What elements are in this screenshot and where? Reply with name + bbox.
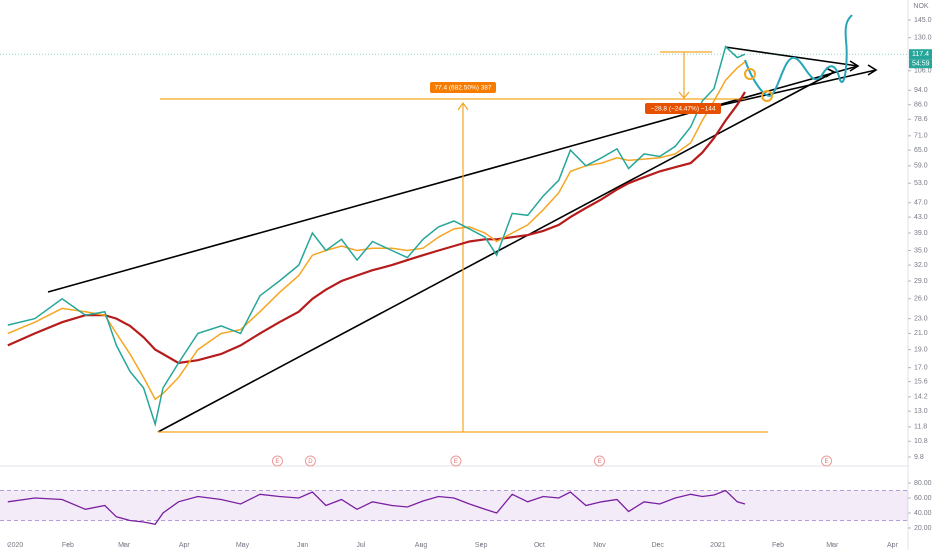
y-tick-label: 14.2 [914,394,928,401]
x-tick-label: Feb [772,542,784,549]
x-tick-label: Oct [534,542,545,549]
rsi-band [0,490,908,521]
countdown-box [909,59,932,69]
y-tick-label: 53.0 [914,180,928,187]
event-label: E [275,459,279,465]
rsi-tick-label: 60.00 [914,495,932,502]
y-tick-label: 19.0 [914,346,928,353]
arrowhead [678,91,690,99]
price-line [7,45,746,428]
x-tick-label: 2020 [8,542,24,549]
trendline [699,69,877,111]
arrowheads [825,60,878,78]
last-price-box [909,49,932,60]
x-tick-label: Dec [651,542,664,549]
rsi-tick-label: 80.00 [914,480,932,487]
y-tick-label: 17.0 [914,365,928,372]
y-tick-label: 39.0 [914,230,928,237]
event-label: E [598,459,602,465]
event-marker [594,455,606,467]
y-tick-label: 9.8 [914,454,924,461]
x-tick-label: Sep [475,542,488,549]
measure-label: −28.8 (−24.47%) −144 [651,106,716,113]
moving-average [7,91,746,365]
y-tick-label: 21.0 [914,330,928,337]
x-tick-label: Jun [297,542,308,549]
y-tick-label: 94.0 [914,87,928,94]
rsi-tick-label: 20.00 [914,525,932,532]
arrowhead [457,101,469,111]
y-tick-label: 43.0 [914,214,928,221]
event-label: E [825,459,829,465]
y-tick-label: 145.0 [914,17,932,24]
x-tick-label: 2021 [710,542,726,549]
x-tick-label: Apr [887,542,899,549]
x-tick-label: Feb [62,542,74,549]
trendline [47,65,859,293]
event-marker [304,455,316,467]
y-tick-label: 65.0 [914,147,928,154]
x-tick-label: Mar [118,542,131,549]
x-tick-label: Mar [826,542,839,549]
event-marker [821,455,833,467]
event-label: E [454,459,458,465]
last-price-label: 117.4 [912,51,929,58]
y-tick-label: 13.0 [914,408,928,415]
measure-label-box [430,82,496,93]
y-tick-label: 71.0 [914,133,928,140]
currency: NOK [913,3,929,10]
trendline [157,71,835,433]
rsi-tick-label: 40.00 [914,510,932,517]
y-tick-label: 106.0 [914,68,932,75]
event-label: D [308,459,313,465]
event-marker [271,455,283,467]
x-tick-label: May [236,542,250,549]
x-tick-label: Jul [356,542,365,549]
measure-label-box [645,103,721,114]
highlight-circle [744,68,756,80]
y-tick-label: 130.0 [914,35,932,42]
measure-label: 77.4 (682.50%) 387 [434,85,491,92]
y-tick-label: 86.0 [914,102,928,109]
y-tick-label: 47.0 [914,200,928,207]
x-tick-label: Aug [415,542,428,549]
drawings [47,14,878,433]
y-tick-label: 10.8 [914,438,928,445]
y-tick-label: 26.0 [914,296,928,303]
rsi-line [7,489,746,526]
y-tick-label: 35.0 [914,247,928,254]
highlight-circle [761,90,773,102]
y-tick-label: 23.0 [914,315,928,322]
y-tick-label: 59.0 [914,163,928,170]
y-tick-label: 78.6 [914,116,928,123]
event-marker [450,455,462,467]
y-tick-label: 15.6 [914,378,928,385]
y-tick-label: 32.0 [914,262,928,269]
countdown-label: 54:59 [912,61,930,68]
y-tick-label: 11.8 [914,424,927,431]
x-tick-label: Apr [179,542,191,549]
trendline [724,46,859,67]
y-tick-label: 29.0 [914,278,928,285]
x-tick-label: Nov [593,542,606,549]
